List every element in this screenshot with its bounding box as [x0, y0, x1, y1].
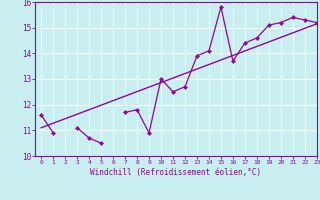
X-axis label: Windchill (Refroidissement éolien,°C): Windchill (Refroidissement éolien,°C) — [91, 168, 261, 177]
